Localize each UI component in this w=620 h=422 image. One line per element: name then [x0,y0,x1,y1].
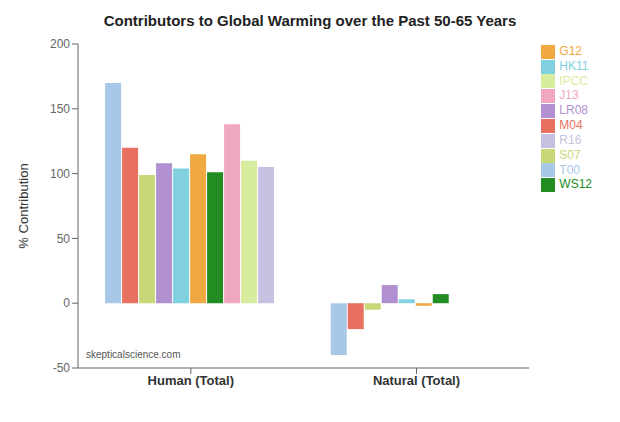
svg-text:% Contribution: % Contribution [16,163,31,248]
html-text:J13: J13 [559,88,579,103]
html-text:T00: T00 [559,162,580,177]
html-text:M04: M04 [559,118,583,133]
html-text:G12: G12 [559,44,582,58]
html-text:S07: S07 [559,147,581,162]
svg-text:50: 50 [57,232,71,246]
svg-text:0: 0 [63,296,70,310]
html-text:WS12: WS12 [559,177,592,192]
html-text:HK11: HK11 [559,58,589,73]
svg-text:100: 100 [50,167,70,181]
html-text:IPCC: IPCC [559,73,588,88]
html-text:Contributors to Global Warming: Contributors to Global Warming over the … [103,12,517,29]
svg-text:200: 200 [50,37,70,51]
svg-text:-50: -50 [53,361,71,375]
svg-text:Human (Total): Human (Total) [148,373,234,388]
html-text:LR08: LR08 [559,103,588,118]
svg-text:Natural (Total): Natural (Total) [373,373,460,388]
html-text:R16: R16 [559,133,582,147]
svg-text:150: 150 [50,102,70,116]
html-text:skepticalscience.com: skepticalscience.com [86,349,181,360]
